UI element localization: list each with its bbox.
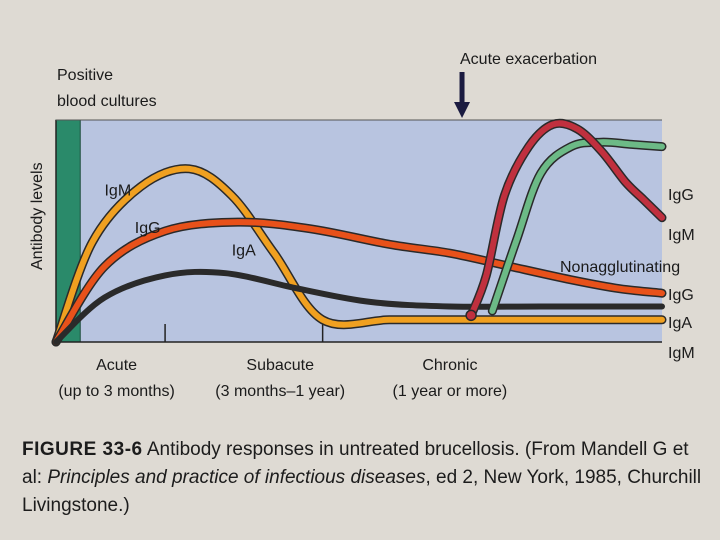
series-label-iga-early: IgA — [232, 242, 256, 259]
stage-range-acute: (up to 3 months) — [58, 383, 175, 400]
positive-cultures-label-1: Positive — [57, 67, 113, 84]
caption-text-1: Antibody responses in untreated brucello… — [22, 439, 689, 488]
figure-caption: FIGURE 33-6 Antibody responses in untrea… — [22, 436, 712, 520]
series-line-igm-exacerbation — [468, 120, 665, 319]
stage-name-acute: Acute — [96, 357, 137, 374]
right-label-1: IgM — [668, 227, 695, 244]
stage-range-subacute: (3 months–1 year) — [215, 383, 345, 400]
acute-exacerbation-arrow-head — [454, 102, 471, 118]
stage-name-subacute: Subacute — [246, 357, 314, 374]
series-line-igm-early — [53, 165, 665, 345]
series-line-igg-early — [53, 219, 665, 345]
series-label-igg-early: IgG — [135, 220, 161, 237]
right-label-0: IgG — [668, 187, 694, 204]
stage-name-chronic: Chronic — [422, 357, 477, 374]
series-line-igg-exacerbation — [489, 139, 665, 314]
figure-number: FIGURE 33-6 — [22, 439, 143, 460]
exacerbation-onset-dot — [465, 309, 477, 322]
right-label-5: IgM — [668, 345, 695, 362]
caption-book-title: Principles and practice of infectious di… — [47, 467, 426, 488]
stage-range-chronic: (1 year or more) — [393, 383, 508, 400]
y-axis-label: Antibody levels — [29, 162, 46, 270]
caption-text-2: , ed 2, New York, 1985, Churchill Living… — [22, 467, 702, 516]
right-label-4: IgA — [668, 315, 692, 332]
series-outline-iga-early — [53, 268, 665, 345]
positive-cultures-label-2: blood cultures — [57, 93, 157, 110]
series-label-igm-early: IgM — [104, 182, 131, 199]
right-label-3: IgG — [668, 287, 694, 304]
acute-exacerbation-label: Acute exacerbation — [460, 51, 597, 68]
right-label-2: Nonagglutinating — [560, 259, 680, 276]
